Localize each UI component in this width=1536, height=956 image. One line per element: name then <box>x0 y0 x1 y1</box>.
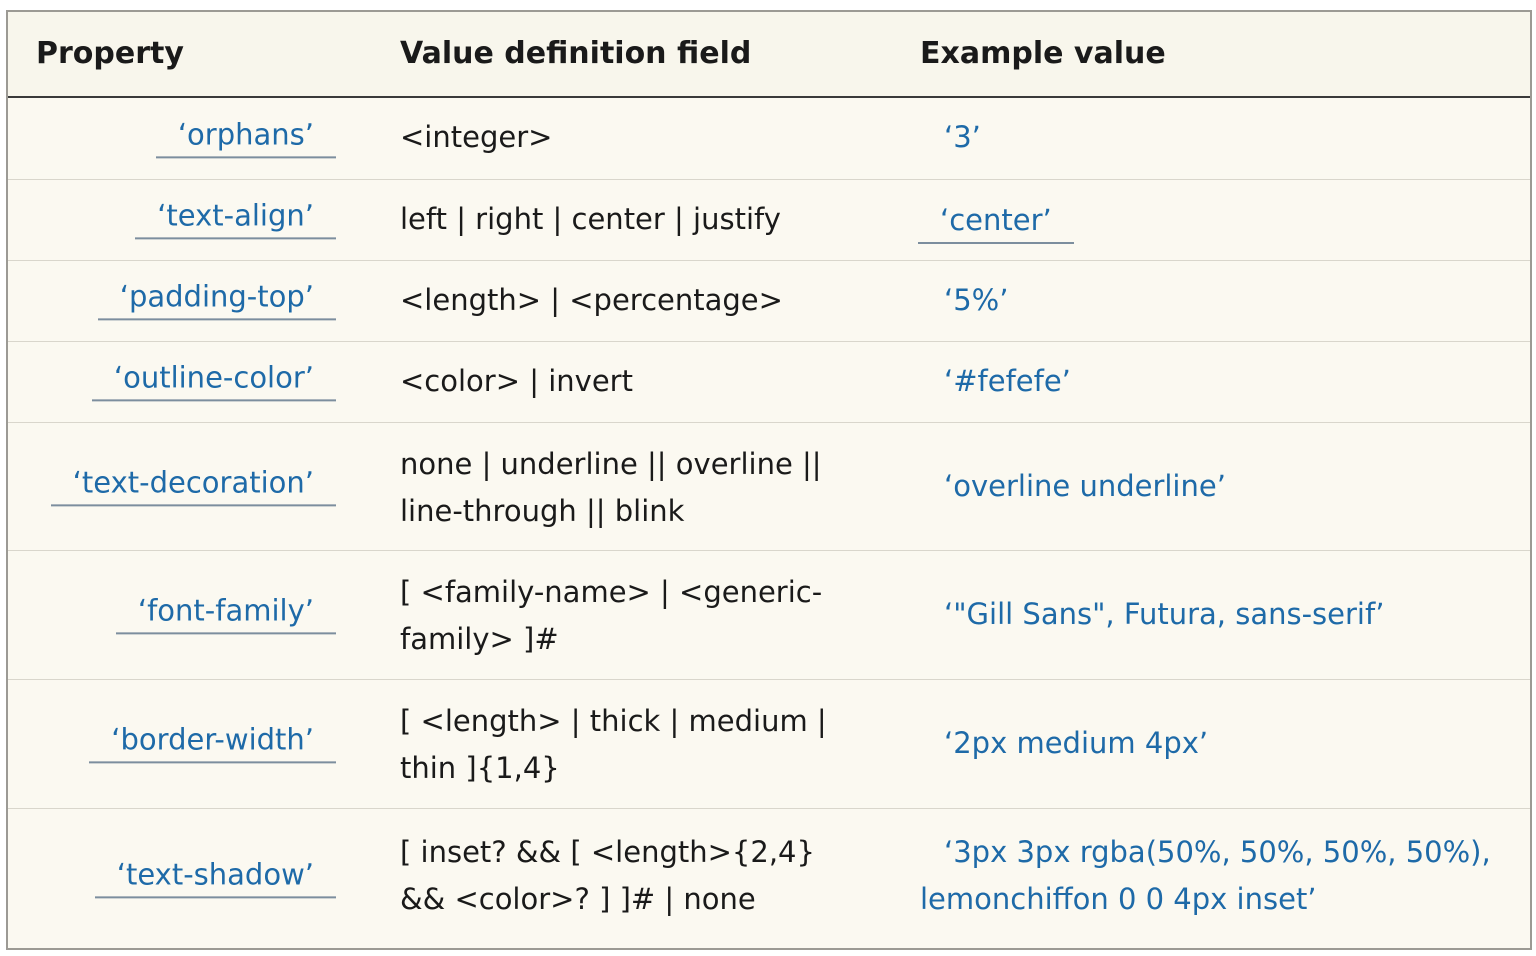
table-row: ‘orphans’ <integer> ‘3’ <box>8 98 1530 180</box>
table-row: ‘text-align’ left | right | center | jus… <box>8 180 1530 261</box>
example-cell: ‘#fefefe’ <box>920 358 1071 405</box>
table-row: ‘text-shadow’ [ inset? && [ <length>{2,4… <box>8 809 1530 948</box>
example-cell: ‘"Gill Sans", Futura, sans-serif’ <box>920 591 1384 638</box>
table-row: ‘outline-color’ <color> | invert ‘#fefef… <box>8 342 1530 423</box>
css-properties-table: Property Value definition field Example … <box>6 10 1532 950</box>
definition-line: left | right | center | justify <box>400 202 781 236</box>
example-cell: ‘5%’ <box>920 277 1008 324</box>
definition-line: [ inset? && [ <length>{2,4} <box>400 835 815 869</box>
header-property: Property <box>36 36 184 71</box>
example-line: ‘2px medium 4px’ <box>944 726 1209 760</box>
header-definition: Value definition field <box>400 36 752 71</box>
example-link[interactable]: ‘center’ <box>918 200 1074 244</box>
table-row: ‘text-decoration’ none | underline || ov… <box>8 423 1530 551</box>
definition-cell: <color> | invert <box>400 358 870 405</box>
property-link[interactable]: ‘border-width’ <box>89 719 336 764</box>
definition-line: thin ]{1,4} <box>400 751 560 785</box>
definition-line: <color> | invert <box>400 364 633 398</box>
table-row: ‘padding-top’ <length> | <percentage> ‘5… <box>8 261 1530 342</box>
definition-line: <length> | <percentage> <box>400 283 783 317</box>
definition-cell: [ <family-name> | <generic- family> ]# <box>400 569 870 663</box>
definition-line: [ <family-name> | <generic- <box>400 575 823 609</box>
property-link[interactable]: ‘padding-top’ <box>97 276 336 321</box>
definition-line: [ <length> | thick | medium | <box>400 704 827 738</box>
table-row: ‘border-width’ [ <length> | thick | medi… <box>8 680 1530 809</box>
property-link[interactable]: ‘text-decoration’ <box>50 462 336 506</box>
table-header: Property Value definition field Example … <box>8 12 1530 98</box>
example-line: ‘#fefefe’ <box>944 364 1071 398</box>
definition-cell: <integer> <box>400 114 870 161</box>
property-link[interactable]: ‘text-align’ <box>135 195 336 240</box>
definition-cell: left | right | center | justify <box>400 196 870 243</box>
example-line: ‘"Gill Sans", Futura, sans-serif’ <box>944 597 1385 631</box>
example-cell: ‘overline underline’ <box>920 463 1226 510</box>
example-line: ‘3px 3px rgba(50%, 50%, 50%, 50%), <box>944 835 1491 869</box>
example-line: ‘3’ <box>944 120 981 154</box>
definition-cell: [ inset? && [ <length>{2,4} && <color>? … <box>400 829 870 923</box>
property-link[interactable]: ‘orphans’ <box>155 114 336 158</box>
property-link[interactable]: ‘font-family’ <box>115 590 336 635</box>
definition-line: family> ]# <box>400 622 559 656</box>
definition-cell: <length> | <percentage> <box>400 277 870 324</box>
definition-cell: [ <length> | thick | medium | thin ]{1,4… <box>400 698 870 792</box>
example-cell: ‘3’ <box>920 114 981 161</box>
definition-line: && <color>? ] ]# | none <box>400 882 756 916</box>
table-row: ‘font-family’ [ <family-name> | <generic… <box>8 551 1530 680</box>
example-cell: ‘2px medium 4px’ <box>920 720 1208 767</box>
property-link[interactable]: ‘text-shadow’ <box>94 854 336 898</box>
header-example: Example value <box>920 36 1166 71</box>
definition-line: <integer> <box>400 120 553 154</box>
example-cell: ‘3px 3px rgba(50%, 50%, 50%, 50%), lemon… <box>920 829 1491 923</box>
property-link[interactable]: ‘outline-color’ <box>91 357 336 402</box>
definition-line: line-through || blink <box>400 494 685 528</box>
example-line: lemonchiffon 0 0 4px inset’ <box>920 882 1317 916</box>
definition-cell: none | underline || overline || line-thr… <box>400 441 870 535</box>
example-line: ‘overline underline’ <box>944 469 1226 503</box>
example-line: ‘5%’ <box>944 283 1009 317</box>
definition-line: none | underline || overline || <box>400 447 822 481</box>
